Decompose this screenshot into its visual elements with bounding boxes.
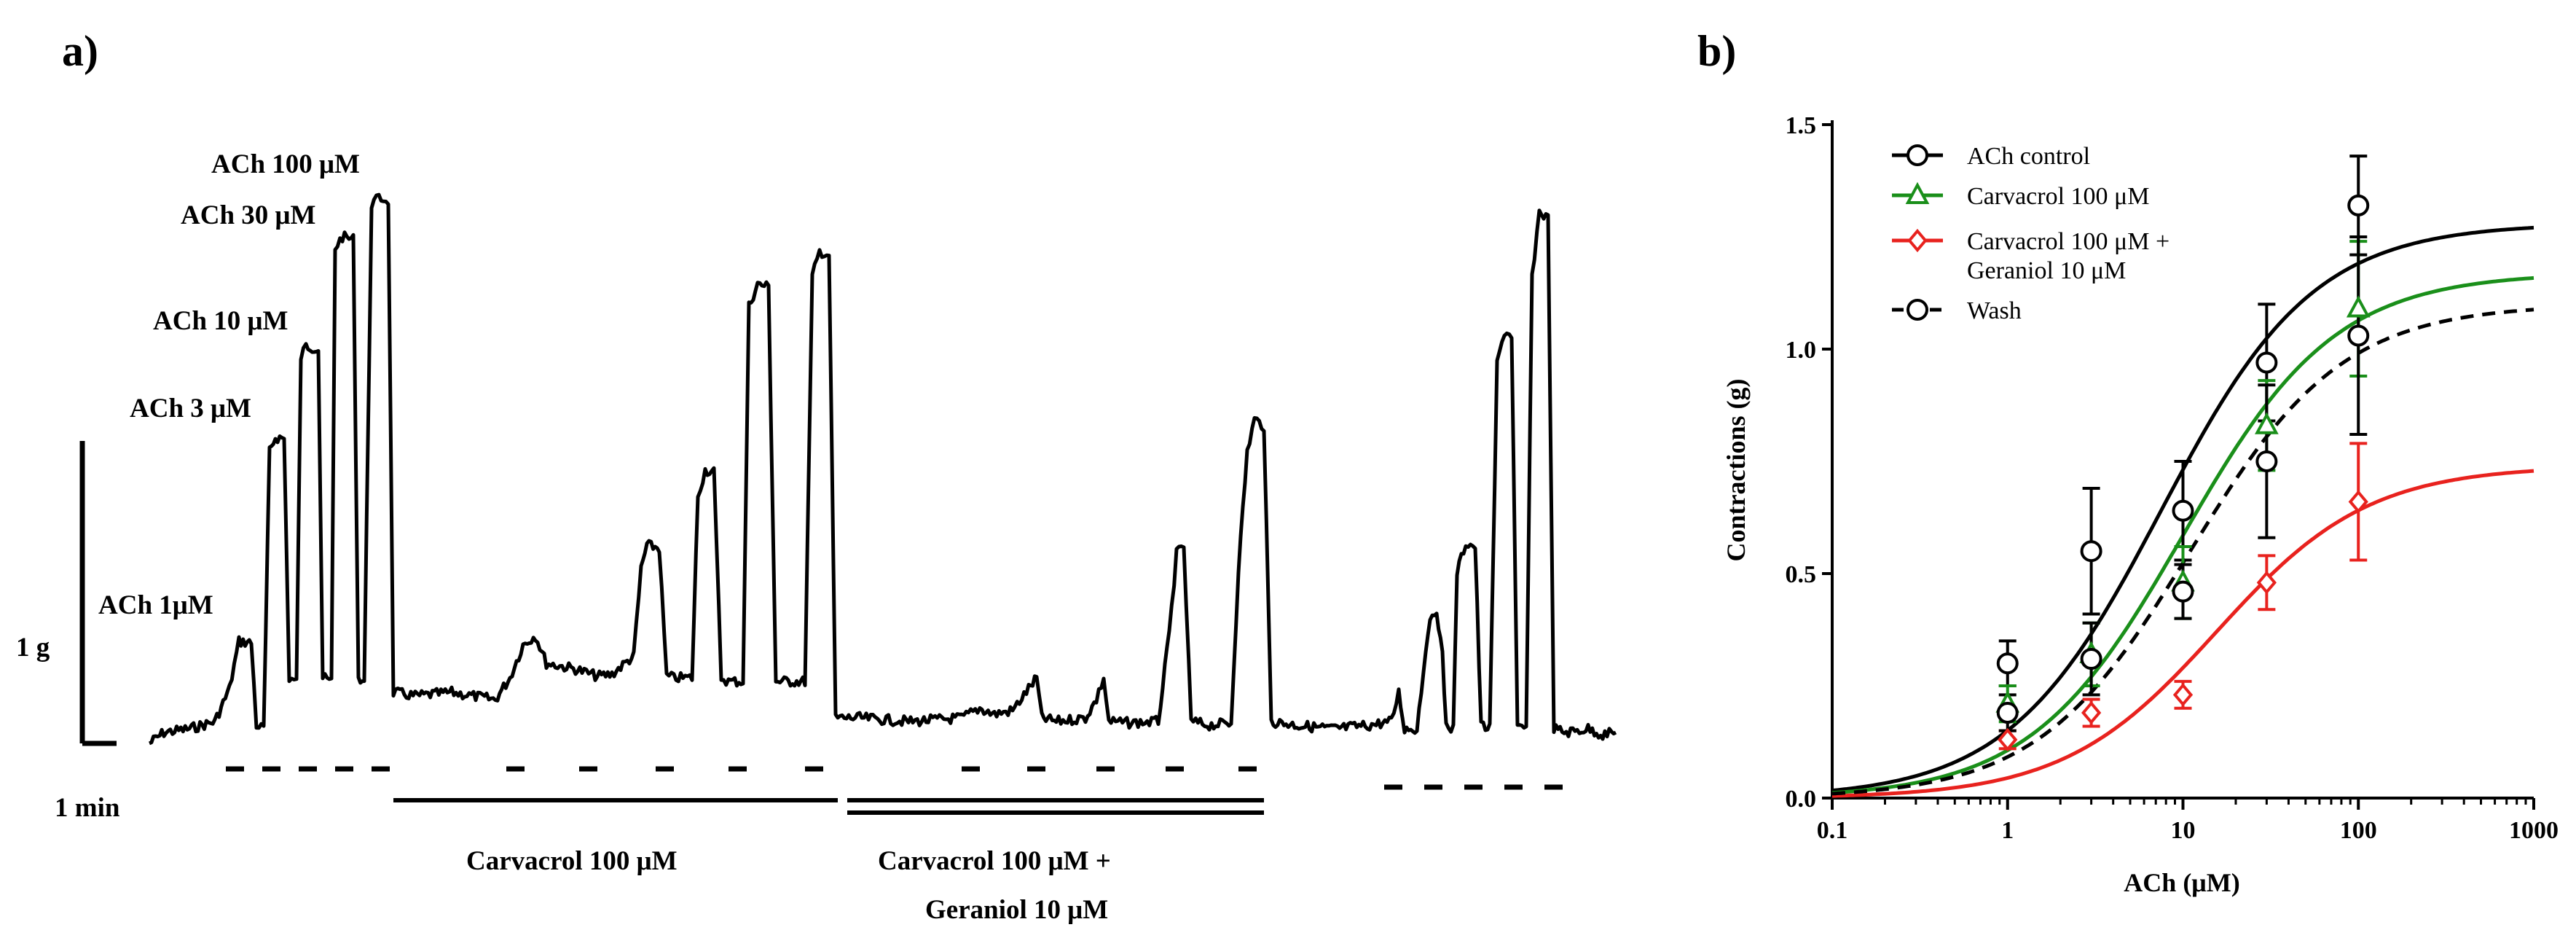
trace-panel: ACh 1μM ACh 3 μM ACh 10 μM ACh 30 μM ACh… — [16, 149, 1617, 925]
data-point-triangle — [2255, 412, 2279, 434]
treatment-label-combo-line1: Carvacrol 100 μM + — [878, 846, 1111, 876]
legend-label: ACh control — [1967, 143, 2090, 170]
legend-label: Wash — [1967, 297, 2022, 324]
data-point-diamond — [2172, 683, 2194, 707]
data-point-circle — [1907, 299, 1928, 321]
y-axis-title: Contractions (g) — [1721, 379, 1751, 562]
data-point-circle — [2255, 450, 2278, 472]
chart-axes — [1822, 120, 2535, 810]
ach-label-30: ACh 30 μM — [181, 200, 315, 230]
data-point-circle — [1996, 652, 2019, 675]
ach-label-3: ACh 3 μM — [130, 394, 251, 423]
fit-curve — [1831, 469, 2534, 798]
data-point-circle — [2172, 499, 2194, 522]
application-markers — [226, 766, 1563, 790]
data-point-diamond — [2256, 571, 2277, 595]
legend-label: Carvacrol 100 μM — [1967, 183, 2150, 210]
treatment-label-carvacrol: Carvacrol 100 μM — [466, 846, 678, 876]
data-point-diamond — [2348, 490, 2368, 514]
data-point-diamond — [1907, 228, 1928, 253]
data-point-diamond — [1998, 727, 2018, 752]
data-point-circle — [2347, 194, 2370, 216]
ach-label-100: ACh 100 μM — [211, 149, 360, 179]
scale-label-g: 1 g — [16, 633, 50, 663]
data-point-circle — [1907, 144, 1928, 166]
x-tick-label: 1000 — [2509, 817, 2559, 844]
treatment-label-combo-line2: Geraniol 10 μM — [925, 895, 1108, 925]
data-point-circle — [2172, 580, 2194, 603]
x-tick-label: 100 — [2340, 817, 2377, 844]
panel-b-label: b) — [1697, 27, 1736, 75]
contraction-trace — [149, 192, 1617, 746]
y-tick-label: 1.5 — [1786, 112, 1817, 139]
concentration-response-chart: 0.1 1 10 100 1000 0.0 0.5 1.0 1.5 ACh control Ca… — [1721, 112, 2559, 897]
x-tick-label: 1 — [2001, 817, 2014, 844]
legend-label: Geraniol 10 μM — [1967, 257, 2126, 284]
y-tick-label: 0.0 — [1786, 786, 1817, 813]
data-markers — [1995, 194, 2371, 752]
y-tick-label: 1.0 — [1786, 337, 1817, 364]
y-tick-label: 0.5 — [1786, 561, 1817, 588]
data-point-circle — [1996, 701, 2019, 724]
legend-label: Carvacrol 100 μM + — [1967, 228, 2169, 255]
data-point-circle — [2255, 351, 2278, 374]
data-point-triangle — [2346, 295, 2371, 318]
scale-label-min: 1 min — [55, 793, 120, 823]
y-tick-labels: 0.0 0.5 1.0 1.5 — [1786, 112, 1817, 813]
data-point-circle — [2347, 324, 2370, 347]
data-point-diamond — [2081, 700, 2102, 725]
data-point-triangle — [1905, 181, 1930, 204]
x-tick-label: 10 — [2171, 817, 2196, 844]
data-point-circle — [2080, 540, 2102, 563]
x-tick-labels: 0.1 1 10 100 1000 — [1817, 817, 2559, 844]
data-point-circle — [2080, 648, 2102, 671]
ach-label-10: ACh 10 μM — [153, 306, 288, 336]
x-tick-label: 0.1 — [1817, 817, 1848, 844]
panel-a-label: a) — [62, 27, 98, 75]
x-axis-title: ACh (μM) — [2124, 868, 2239, 897]
legend: ACh control Carvacrol 100 μM Carvacrol 100… — [1892, 143, 2169, 324]
ach-label-1: ACh 1μM — [98, 590, 213, 620]
